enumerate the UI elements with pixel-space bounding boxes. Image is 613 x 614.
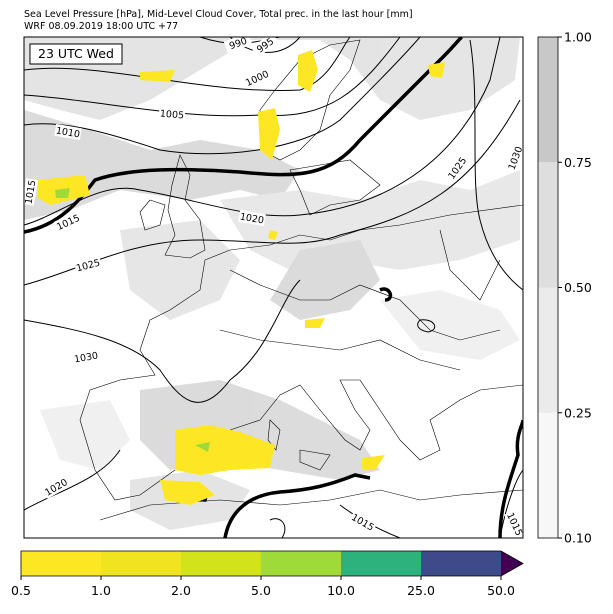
- isobar-label: 1010: [54, 123, 82, 141]
- isobar-label: 1020: [238, 209, 266, 227]
- isobar-label-text: 1020: [239, 211, 265, 226]
- colorbar-tick-label: 10.0: [327, 583, 355, 598]
- isobar-label-bg: [444, 153, 470, 183]
- isobar-label-bg: [72, 348, 100, 366]
- colorbar-bin: [538, 162, 558, 288]
- isobar-label-bg: [223, 37, 253, 54]
- colorbar-tick-label: 2.0: [171, 583, 191, 598]
- colorbar-tick-label: 0.50: [564, 280, 592, 295]
- subtitle: WRF 08.09.2019 18:00 UTC +77: [24, 21, 178, 32]
- colorbar-bin: [538, 287, 558, 413]
- title: Sea Level Pressure [hPa], Mid-Level Clou…: [24, 9, 413, 20]
- colorbar-frame: [20, 550, 524, 577]
- colorbar-tick-label: 0.75: [564, 155, 592, 170]
- colorbar-bin: [21, 551, 101, 576]
- isobar-label-bg: [238, 209, 266, 227]
- isobar-label-text: 1030: [73, 350, 99, 365]
- colorbar-tick-label: 25.0: [407, 583, 435, 598]
- isobar-label-bg: [41, 475, 71, 499]
- colorbar-tick-label: 50.0: [487, 583, 515, 598]
- colorbar-tick-label: 5.0: [251, 583, 271, 598]
- precip-colorbar: 0.5 1.0 2.0 5.0 10.0 25.0 50.0: [11, 550, 524, 598]
- isobar-label: 1030: [72, 348, 100, 366]
- map-frame: [23, 36, 524, 539]
- isobar-label-bg: [348, 510, 378, 534]
- colorbar-bin: [341, 551, 421, 576]
- isobar-1015: [24, 37, 523, 538]
- isobar-label-bg: [158, 106, 186, 122]
- precipitation-heavy: [55, 188, 210, 452]
- isobar-label-bg: [24, 178, 39, 206]
- isobar-label-text: 1010: [55, 125, 81, 140]
- colorbar-tick-label: 1.00: [564, 30, 592, 45]
- isobar-label-text: 1015: [23, 179, 38, 205]
- isobar-label: 1015: [23, 178, 39, 206]
- coastlines: [79, 39, 523, 521]
- colorbar-tick-label: 0.5: [11, 583, 31, 598]
- isobar-label-bg: [504, 509, 523, 538]
- isobar-label-text: 1005: [159, 108, 184, 121]
- colorbar-tick-label: 1.0: [91, 583, 111, 598]
- isobar-label-bg: [504, 143, 523, 173]
- isobar-label-bg: [53, 211, 83, 233]
- isobar-label: 1005: [158, 106, 186, 122]
- colorbar-bin: [421, 551, 501, 576]
- cloud-colorbar: 0.10 0.25 0.50 0.75 1.00: [537, 30, 592, 546]
- colorbar-bin: [181, 551, 261, 576]
- colorbar-bin: [538, 37, 558, 163]
- colorbar-bin: [101, 551, 181, 576]
- colorbar-extend: [501, 551, 523, 576]
- time-box: [29, 43, 123, 65]
- isobar-label-bg: [250, 37, 280, 58]
- isobar-label-bg: [73, 255, 103, 275]
- isobar-label-bg: [54, 123, 82, 141]
- colorbar-tick-label: 0.25: [564, 405, 592, 420]
- isobar-label-bg: [242, 67, 272, 89]
- colorbar-tick-label: 0.10: [564, 531, 592, 546]
- colorbar-bin: [261, 551, 341, 576]
- colorbar-bin: [538, 412, 558, 538]
- precipitation: [38, 50, 445, 505]
- time-label: 23 UTC Wed: [38, 46, 114, 61]
